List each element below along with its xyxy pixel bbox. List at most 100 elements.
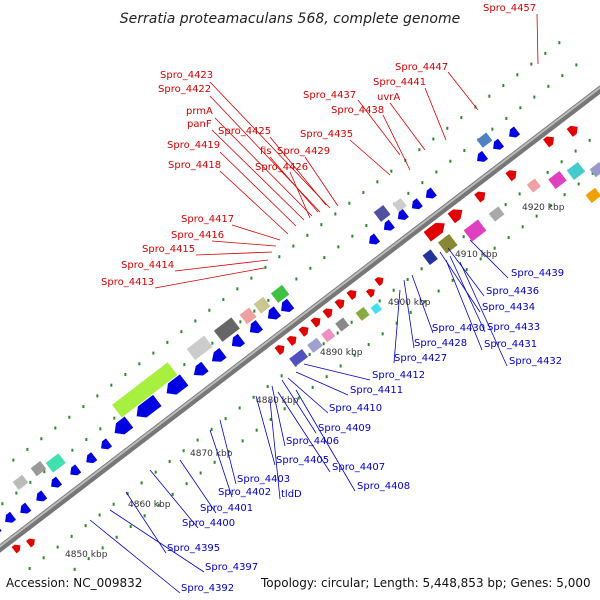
forward-gene <box>566 125 578 137</box>
gene-label[interactable]: Spro_4416 <box>171 230 224 241</box>
reverse-gene-body <box>477 150 489 162</box>
gene-block <box>289 349 308 367</box>
gene-label[interactable]: Spro_4408 <box>357 481 410 492</box>
gene-label[interactable]: Spro_4418 <box>168 160 221 171</box>
gene-label[interactable]: Spro_4414 <box>121 260 174 271</box>
gene-block <box>585 187 600 204</box>
genome-backbone-highlight <box>0 86 600 548</box>
gene-block <box>12 474 29 490</box>
track-dot <box>152 351 155 355</box>
gene-label[interactable]: prmA <box>186 106 213 117</box>
reverse-gene <box>231 333 246 348</box>
forward-gene <box>474 191 486 203</box>
gene-label[interactable]: Spro_4436 <box>486 286 539 297</box>
reverse-gene-body <box>0 522 2 535</box>
gene-label[interactable]: panF <box>187 119 212 130</box>
forward-gene-body <box>11 544 21 554</box>
track-dot <box>362 191 365 195</box>
gene-block-body <box>373 205 391 222</box>
gene-label[interactable]: tldD <box>281 489 302 500</box>
gene-label[interactable]: uvrA <box>377 92 400 103</box>
gene-label[interactable]: Spro_4432 <box>509 356 562 367</box>
gene-label[interactable]: Spro_4397 <box>205 562 258 573</box>
gene-label[interactable]: Spro_4441 <box>373 77 426 88</box>
reverse-gene <box>369 233 381 245</box>
track-dot <box>154 470 157 474</box>
track-dot <box>323 256 326 260</box>
track-dot <box>462 235 465 239</box>
leader-line <box>459 261 508 367</box>
track-dot <box>278 255 281 259</box>
gene-label[interactable]: Spro_4433 <box>487 322 540 333</box>
gene-label[interactable]: Spro_4417 <box>181 214 234 225</box>
leader-line <box>89 519 181 594</box>
gene-block <box>45 453 66 473</box>
track-dot <box>446 126 449 130</box>
gene-block <box>548 171 567 190</box>
leader-line <box>382 114 411 171</box>
gene-label[interactable]: Spro_4427 <box>394 353 447 364</box>
reverse-gene-body <box>101 438 113 450</box>
gene-label[interactable]: Spro_4434 <box>482 302 535 313</box>
gene-label[interactable]: Spro_4425 <box>218 126 271 137</box>
gene-label[interactable]: Spro_4457 <box>483 3 536 14</box>
reverse-gene <box>51 476 63 488</box>
reverse-gene <box>383 219 395 231</box>
gene-label[interactable]: Spro_4402 <box>218 487 271 498</box>
gene-label[interactable]: Spro_4430 <box>432 323 485 334</box>
gene-label[interactable]: Spro_4438 <box>331 105 384 116</box>
reverse-gene <box>509 126 521 138</box>
forward-gene <box>298 326 309 337</box>
gene-label[interactable]: Spro_4395 <box>167 543 220 554</box>
forward-gene <box>286 335 297 346</box>
gene-label[interactable]: Spro_4447 <box>395 62 448 73</box>
reverse-gene <box>281 298 295 312</box>
track-dot <box>15 491 18 495</box>
gene-label[interactable]: Spro_4435 <box>300 129 353 140</box>
leader-line <box>304 156 339 207</box>
gene-label[interactable]: Spro_4415 <box>142 244 195 255</box>
track-dot <box>157 503 160 507</box>
leader-line <box>447 71 479 111</box>
gene-block <box>112 362 178 418</box>
reverse-gene <box>249 320 264 334</box>
track-dot <box>516 73 519 77</box>
forward-gene <box>365 288 375 298</box>
reverse-gene-body <box>231 333 246 348</box>
track-dot <box>182 449 185 453</box>
gene-label[interactable]: Spro_4412 <box>372 370 425 381</box>
gene-block <box>488 206 505 222</box>
gene-label[interactable]: Spro_4428 <box>414 338 467 349</box>
gene-label[interactable]: Spro_4410 <box>329 403 382 414</box>
gene-block-body <box>488 206 505 222</box>
track-dot <box>521 225 524 229</box>
gene-label[interactable]: Spro_4423 <box>160 70 213 81</box>
track-dot <box>549 203 552 207</box>
gene-label[interactable]: Spro_4392 <box>181 583 234 594</box>
reverse-gene-body <box>369 233 381 245</box>
gene-label[interactable]: Spro_4439 <box>511 268 564 279</box>
gene-label[interactable]: Spro_4429 <box>277 146 330 157</box>
gene-label[interactable]: Spro_4400 <box>182 518 235 529</box>
gene-label[interactable]: Spro_4406 <box>286 436 339 447</box>
gene-label[interactable]: Spro_4407 <box>332 462 385 473</box>
gene-label[interactable]: Spro_4422 <box>158 84 211 95</box>
leader-line <box>255 395 276 466</box>
gene-label[interactable]: Spro_4437 <box>303 90 356 101</box>
reverse-gene-body <box>20 502 32 514</box>
track-dot <box>252 395 255 399</box>
gene-label[interactable]: Spro_4409 <box>318 423 371 434</box>
gene-label[interactable]: Spro_4431 <box>484 339 537 350</box>
track-dot <box>208 308 211 312</box>
track-dot <box>395 321 398 325</box>
gene-label[interactable]: Spro_4419 <box>167 140 220 151</box>
gene-label[interactable]: Spro_4411 <box>350 385 403 396</box>
track-dot <box>463 149 466 153</box>
gene-label[interactable]: Spro_4426 <box>255 162 308 173</box>
gene-label[interactable]: Spro_4403 <box>237 474 290 485</box>
gene-label[interactable]: Spro_4413 <box>101 277 154 288</box>
gene-label[interactable]: fis <box>260 146 272 157</box>
gene-label[interactable]: Spro_4405 <box>276 455 329 466</box>
track-dot <box>70 534 73 538</box>
gene-label[interactable]: Spro_4401 <box>200 503 253 514</box>
